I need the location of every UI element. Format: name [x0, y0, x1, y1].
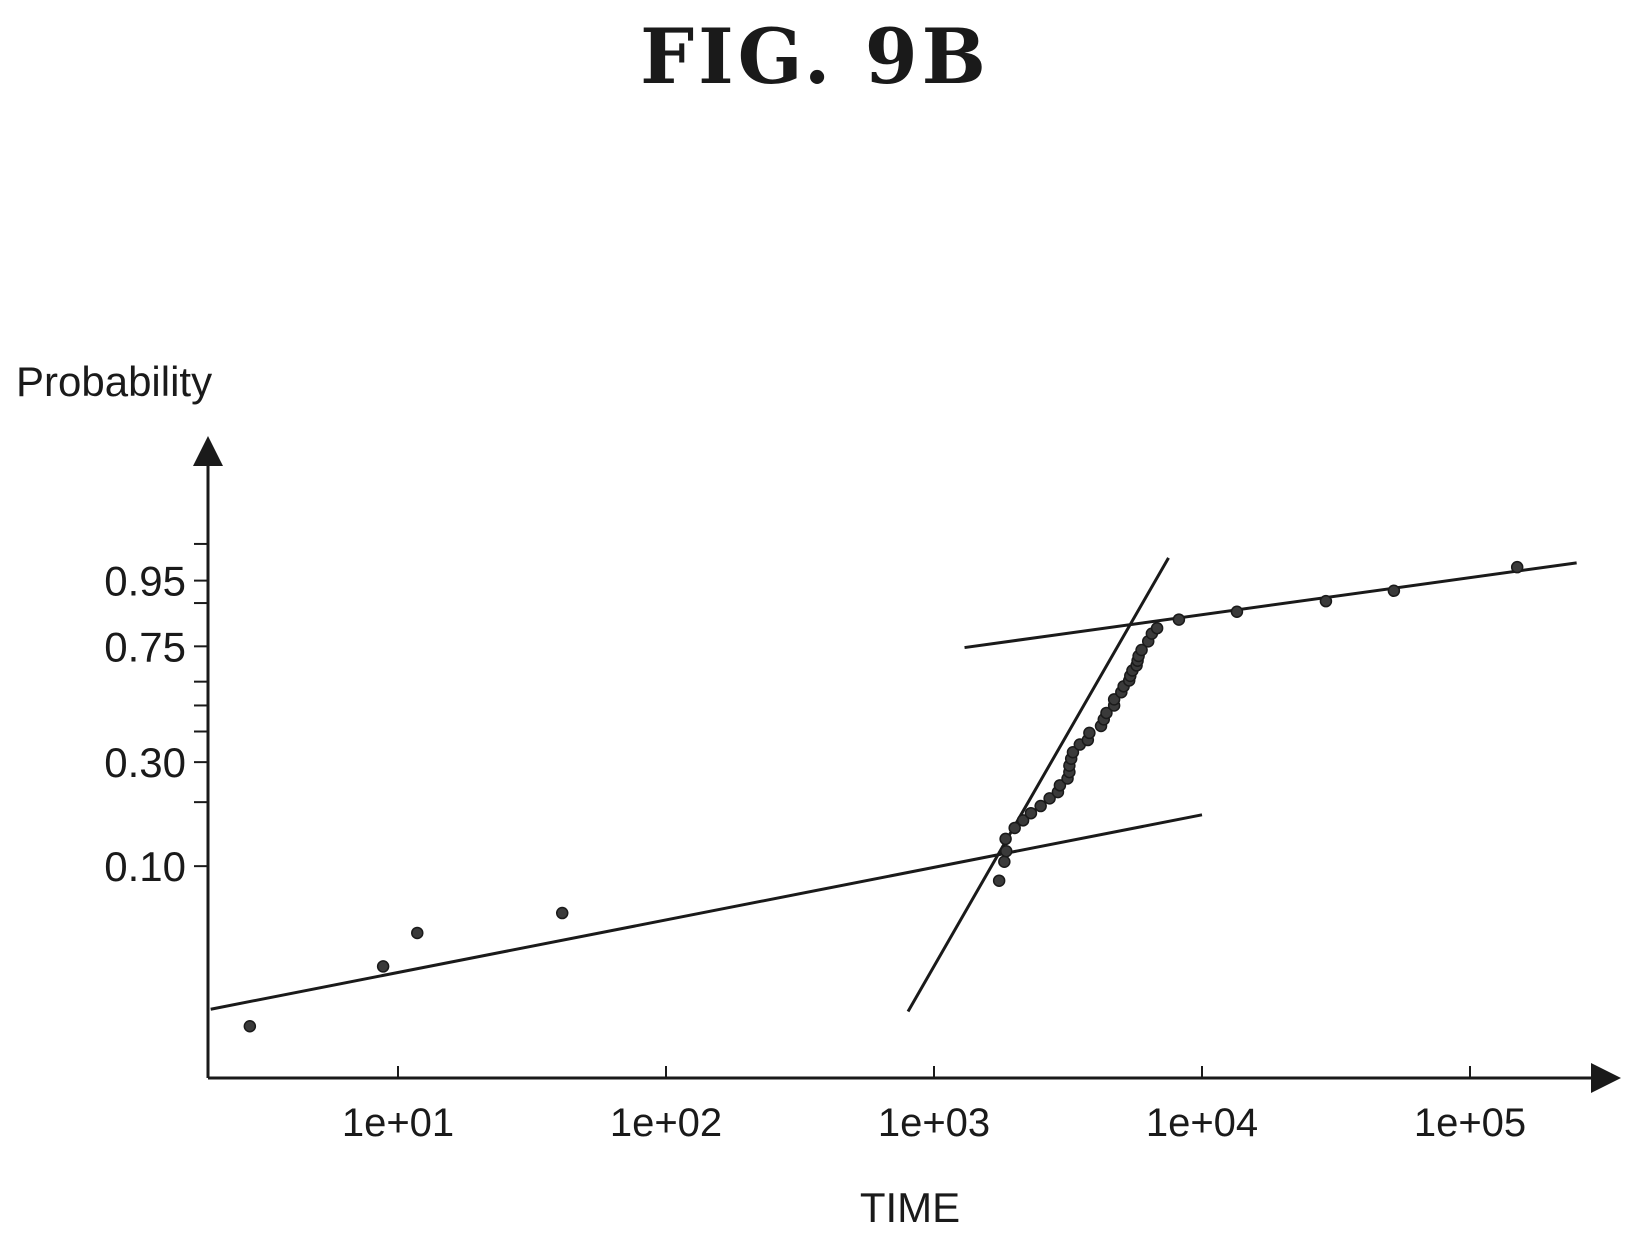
figure-title: FIG. 9B [640, 12, 990, 101]
ticks: 1e+01 1e+02 1e+03 1e+04 1e+05 0.10 0.30 0.75 0.9… [104, 542, 1526, 1145]
fit-line [964, 561, 1577, 650]
data-point [1107, 693, 1121, 706]
data-point [376, 960, 390, 973]
x-tick-label: 1e+04 [1146, 1101, 1258, 1145]
data-points [243, 560, 1524, 1033]
data-point [1172, 613, 1186, 626]
data-point [999, 844, 1013, 858]
data-point [1016, 814, 1030, 827]
data-point [1066, 746, 1080, 759]
data-point [555, 906, 569, 920]
data-point [1034, 799, 1047, 813]
data-point [1100, 706, 1113, 720]
data-point [1319, 594, 1333, 608]
data-point [998, 855, 1011, 869]
data-point [411, 926, 424, 940]
y-tick-label: 0.75 [104, 623, 186, 670]
data-point [1387, 584, 1401, 598]
data-point [1043, 792, 1056, 805]
fit-lines [210, 557, 1577, 1013]
y-axis-label: Probability [16, 358, 212, 405]
data-point [1135, 643, 1148, 657]
fit-line [210, 813, 1203, 1011]
x-tick-label: 1e+01 [342, 1101, 454, 1145]
y-tick-label: 0.95 [104, 558, 186, 605]
x-tick-label: 1e+03 [878, 1101, 990, 1145]
y-tick-label: 0.10 [104, 843, 186, 890]
fit-line [906, 557, 1170, 1013]
data-point [1150, 621, 1164, 635]
data-point [992, 874, 1006, 887]
x-tick-label: 1e+02 [610, 1101, 722, 1145]
data-point [999, 832, 1012, 846]
data-point [1230, 605, 1244, 619]
data-point [1053, 779, 1067, 792]
data-point [1510, 560, 1524, 574]
data-point [243, 1019, 257, 1033]
x-axis-label: TIME [860, 1184, 960, 1231]
data-point [1008, 821, 1021, 835]
x-tick-label: 1e+05 [1414, 1101, 1526, 1145]
data-point [1024, 806, 1038, 820]
axes [193, 436, 1621, 1093]
y-tick-label: 0.30 [104, 739, 186, 786]
data-point [1083, 726, 1096, 740]
